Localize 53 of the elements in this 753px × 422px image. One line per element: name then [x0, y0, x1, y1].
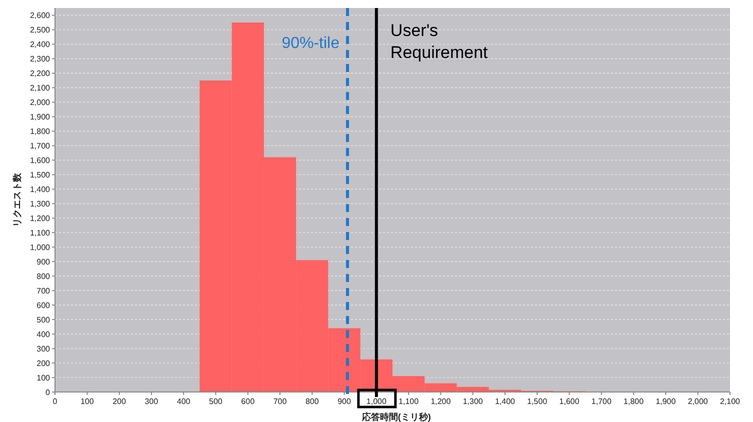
y-tick-label: 1,700: [30, 142, 51, 151]
y-tick-label: 2,500: [30, 26, 51, 35]
x-tick-label: 900: [338, 397, 352, 406]
y-tick-label: 2,400: [30, 40, 51, 50]
x-tick-label: 1,800: [624, 397, 644, 406]
x-tick-label: 1,600: [559, 397, 580, 406]
x-tick-label: 1,300: [462, 397, 484, 406]
ref-line-label: 90%-tile: [282, 35, 340, 52]
x-tick-label: 700: [273, 397, 288, 406]
x-tick-label: 1,500: [527, 397, 548, 406]
y-axis-title: リクエスト数: [12, 172, 22, 227]
x-tick-label: 400: [176, 397, 191, 406]
x-tick-label: 300: [144, 397, 159, 406]
y-tick-label: 100: [36, 374, 51, 383]
ref-line-label: User's Requirement: [390, 21, 488, 62]
y-tick-label: 2,100: [30, 84, 51, 93]
y-tick-label: 1,000: [30, 243, 51, 252]
y-tick-label: 400: [36, 330, 51, 340]
y-tick-label: 200: [36, 359, 51, 368]
x-tick-label: 1,700: [591, 397, 612, 406]
x-axis-title: 応答時間(ミリ秒): [360, 412, 431, 422]
y-tick-label: 1,600: [30, 156, 51, 166]
y-tick-label: 700: [36, 286, 51, 296]
y-tick-label: 1,200: [30, 214, 51, 224]
x-tick-label: 800: [305, 397, 320, 406]
y-tick-label: 1,100: [30, 228, 51, 238]
y-tick-label: 800: [36, 272, 51, 282]
x-tick-label: 600: [241, 397, 256, 406]
x-tick-label: 2,000: [688, 397, 708, 406]
y-tick-label: 2,000: [30, 98, 51, 108]
y-tick-label: 2,300: [30, 54, 51, 64]
x-tick-label: 2,100: [720, 397, 741, 406]
y-tick-label: 300: [36, 344, 51, 354]
x-tick-label: 1,100: [398, 397, 420, 406]
y-tick-label: 500: [36, 316, 51, 325]
x-tick-label: 1,400: [494, 397, 516, 406]
y-tick-label: 0: [46, 388, 51, 397]
x-tick-label: 1,200: [430, 397, 452, 406]
y-tick-label: 2,600: [30, 11, 51, 20]
y-tick-label: 1,300: [30, 200, 51, 209]
y-tick-label: 1,400: [30, 185, 51, 194]
x-tick-label: 1,900: [656, 397, 676, 406]
y-tick-label: 900: [36, 258, 51, 267]
y-tick-label: 600: [36, 301, 51, 310]
y-tick-label: 1,900: [30, 112, 51, 122]
x-tick-label: 1,000: [366, 397, 387, 406]
x-tick-label: 100: [80, 397, 94, 406]
x-tick-label: 500: [209, 397, 223, 406]
x-tick-label: 0: [52, 397, 58, 406]
y-tick-label: 1,500: [30, 170, 51, 180]
x-tick-label: 200: [112, 397, 127, 406]
y-tick-label: 2,200: [30, 69, 51, 78]
y-tick-label: 1,800: [30, 127, 51, 136]
